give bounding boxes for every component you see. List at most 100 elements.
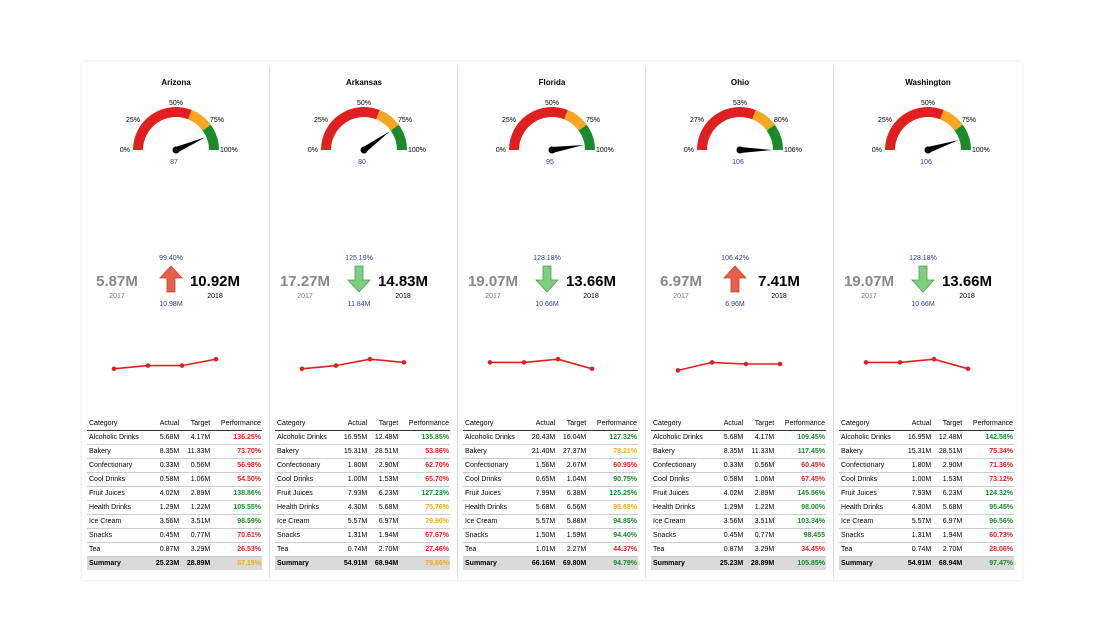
cell-performance: 127.23% (399, 486, 450, 501)
header-target: Target (744, 418, 776, 431)
cell-actual: 7.93M (901, 486, 933, 501)
sparkline-line (301, 358, 405, 370)
cell-category: Ice Cream (839, 514, 902, 529)
cell-actual: 0.58M (713, 472, 745, 487)
cell-actual: 0.74M (337, 542, 369, 557)
sparkline-point (965, 366, 971, 372)
header-performance: Performance (587, 418, 638, 431)
cell-category: Ice Cream (651, 514, 714, 529)
summary-performance: 94.79% (587, 556, 638, 570)
gauge-green-segment (202, 124, 219, 151)
cell-actual: 1.80M (901, 458, 933, 473)
cell-performance: 90.75% (587, 472, 638, 487)
cell-target: 3.29M (180, 542, 212, 557)
cell-target: 2.70M (368, 542, 400, 557)
summary-row: Summary 25.23M 28.89M 87.15% (87, 556, 262, 570)
category-table: Category Actual Target Performance Alcoholic… (651, 418, 826, 570)
cell-category: Alcoholic Drinks (839, 430, 902, 445)
cell-actual: 5.68M (525, 500, 557, 515)
cell-category: Tea (275, 542, 338, 557)
gauge-label-q3: 75% (586, 117, 600, 124)
cell-performance: 94.85% (587, 514, 638, 529)
cell-category: Confectionary (839, 458, 902, 473)
kpi-percent-change: 128.18% (909, 255, 937, 262)
cell-target: 1.53M (368, 472, 400, 487)
table-row: Fruit Juices 7.93M 6.23M 124.32% (839, 486, 1014, 501)
cell-category: Fruit Juices (463, 486, 526, 501)
cell-performance: 27.46% (399, 542, 450, 557)
kpi-current-value: 13.66M (565, 273, 617, 290)
table-row: Bakery 15.31M 28.51M 75.34% (839, 444, 1014, 459)
cell-target: 11.33M (180, 444, 212, 459)
trend-sparkline (82, 340, 270, 380)
table-row: Snacks 1.50M 1.59M 94.40% (463, 528, 638, 543)
cell-actual: 0.87M (713, 542, 745, 557)
arrow-down-icon (911, 265, 935, 293)
summary-row: Summary 66.16M 69.80M 94.79% (463, 556, 638, 570)
cell-category: Ice Cream (275, 514, 338, 529)
table-row: Fruit Juices 4.02M 2.89M 145.56% (651, 486, 826, 501)
cell-actual: 3.56M (713, 514, 745, 529)
gauge-label-mid: 50% (545, 100, 559, 107)
kpi-previous-year: 2017 (109, 293, 125, 300)
cell-performance: 78.21% (587, 444, 638, 459)
panel-divider (645, 66, 646, 578)
cell-actual: 0.65M (525, 472, 557, 487)
cell-actual: 16.95M (901, 430, 933, 445)
cell-category: Bakery (87, 444, 150, 459)
cell-target: 28.51M (368, 444, 400, 459)
cell-target: 2.90M (932, 458, 964, 473)
sparkline-point (777, 361, 783, 367)
table-row: Cool Drinks 1.00M 1.53M 65.70% (275, 472, 450, 487)
cell-category: Cool Drinks (463, 472, 526, 487)
table-row: Cool Drinks 0.58M 1.06M 67.45% (651, 472, 826, 487)
cell-target: 6.97M (368, 514, 400, 529)
cell-actual: 0.33M (713, 458, 745, 473)
gauge-label-max: 100% (972, 147, 990, 154)
summary-row: Summary 54.91M 68.94M 79.66% (275, 556, 450, 570)
table-row: Health Drinks 5.68M 6.56M 86.68% (463, 500, 638, 515)
table-row: Ice Cream 5.57M 6.97M 79.90% (275, 514, 450, 529)
gauge-label-min: 0% (684, 147, 694, 154)
cell-target: 3.29M (744, 542, 776, 557)
summary-label: Summary (839, 556, 902, 570)
gauge-hub (736, 146, 744, 154)
gauge-hub (172, 146, 180, 154)
sparkline-line (677, 361, 780, 372)
gauge-needle (551, 144, 584, 153)
sparkline-point (589, 366, 595, 372)
cell-performance: 26.53% (211, 542, 262, 557)
gauge-value: 87 (170, 159, 178, 166)
summary-label: Summary (463, 556, 526, 570)
kpi-target-value: 10.98M (159, 301, 183, 308)
cell-target: 0.77M (180, 528, 212, 543)
cell-actual: 0.33M (149, 458, 181, 473)
header-performance: Performance (399, 418, 450, 431)
sparkline-point (487, 360, 493, 365)
kpi-previous-value: 17.27M (279, 273, 331, 290)
cell-actual: 1.50M (525, 528, 557, 543)
cell-category: Tea (839, 542, 902, 557)
kpi-previous-year: 2017 (861, 293, 877, 300)
cell-actual: 1.31M (337, 528, 369, 543)
cell-performance: 109.45% (775, 430, 826, 445)
gauge-label-mid: 50% (921, 100, 935, 107)
cell-target: 1.06M (744, 472, 776, 487)
summary-target: 68.94M (932, 556, 964, 570)
table-row: Bakery 8.35M 11.33M 73.70% (87, 444, 262, 459)
cell-target: 1.04M (556, 472, 588, 487)
cell-actual: 1.80M (337, 458, 369, 473)
cell-actual: 0.74M (901, 542, 933, 557)
table-row: Ice Cream 3.56M 3.51M 98.59% (87, 514, 262, 529)
cell-performance: 60.73% (963, 528, 1014, 543)
kpi-current-value: 14.83M (377, 273, 429, 290)
category-table: Category Actual Target Performance Alcoholic… (87, 418, 262, 570)
gauge-red-segment (885, 107, 944, 151)
gauge-label-mid: 53% (733, 100, 747, 107)
table-row: Alcoholic Drinks 5.68M 4.17M 109.45% (651, 430, 826, 445)
kpi-percent-change: 99.40% (159, 255, 183, 262)
cell-category: Alcoholic Drinks (275, 430, 338, 445)
kpi-current-year: 2018 (207, 293, 223, 300)
cell-performance: 98.455 (775, 528, 826, 543)
kpi-target-value: 10.66M (535, 301, 559, 308)
